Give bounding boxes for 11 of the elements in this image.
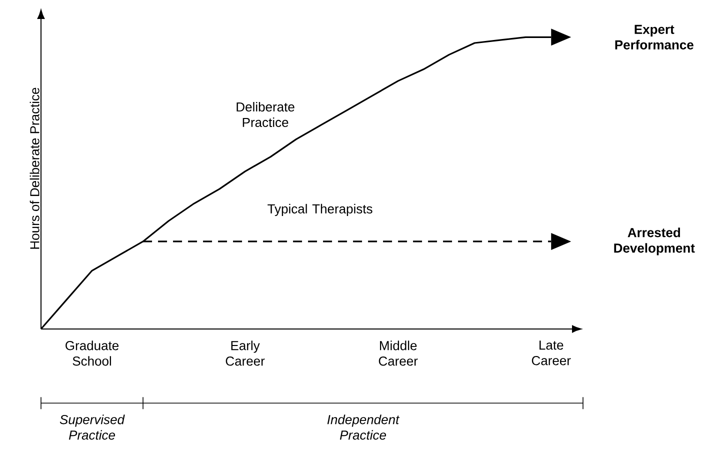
series-label: Deliberate Practice xyxy=(236,102,294,128)
text: Supervised Practice xyxy=(60,414,125,440)
y-axis-title: Hours of Deliberate Practice xyxy=(30,88,40,249)
x-tick-label: Middle Career xyxy=(378,340,418,366)
text: Independent Practice xyxy=(327,414,400,440)
series-label: Typical Therapists xyxy=(268,204,372,216)
x-tick-label: Late Career xyxy=(532,340,571,366)
x-tick-label: Graduate School xyxy=(66,340,119,366)
text: Arrested Development xyxy=(614,228,695,256)
text: Expert Performance xyxy=(615,24,694,50)
x-tick-label: Early Career xyxy=(226,340,265,366)
